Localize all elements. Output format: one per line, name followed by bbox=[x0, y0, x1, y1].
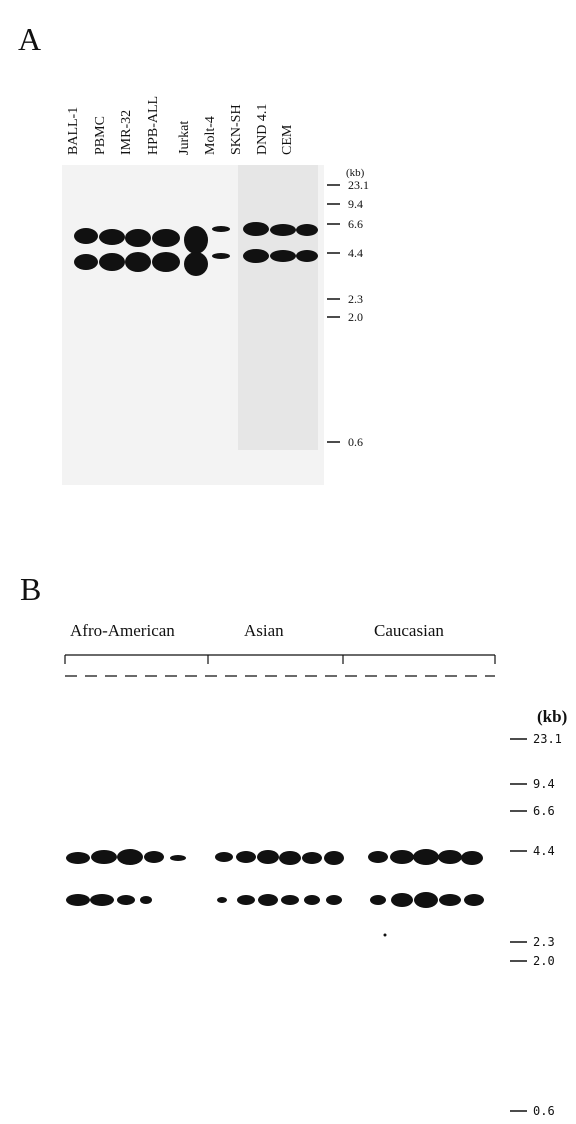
band bbox=[257, 850, 279, 864]
marker-label: 4.4 bbox=[348, 246, 363, 260]
band bbox=[90, 894, 114, 906]
band bbox=[304, 895, 320, 905]
speck bbox=[384, 934, 387, 937]
lane-label: BALL-1 bbox=[66, 107, 81, 155]
band bbox=[125, 229, 151, 247]
marker-label: 6.6 bbox=[533, 804, 555, 818]
marker-label: 23.1 bbox=[348, 178, 369, 192]
marker-label: 2.3 bbox=[348, 292, 363, 306]
band bbox=[368, 851, 388, 863]
band bbox=[270, 224, 296, 236]
group-label: Asian bbox=[244, 621, 284, 640]
band bbox=[152, 252, 180, 272]
band bbox=[296, 250, 318, 262]
band bbox=[212, 226, 230, 232]
band bbox=[237, 895, 255, 905]
band bbox=[326, 895, 342, 905]
group-label: Caucasian bbox=[374, 621, 444, 640]
band bbox=[324, 851, 344, 865]
marker-label: 2.0 bbox=[533, 954, 555, 968]
band bbox=[439, 894, 461, 906]
band bbox=[391, 893, 413, 907]
band bbox=[117, 895, 135, 905]
band bbox=[279, 851, 301, 865]
band bbox=[215, 852, 233, 862]
unit-label: (kb) bbox=[537, 707, 567, 726]
band bbox=[414, 892, 438, 908]
marker-label: 0.6 bbox=[533, 1104, 555, 1118]
lane-label: PBMC bbox=[93, 116, 108, 155]
band bbox=[74, 254, 98, 270]
band bbox=[302, 852, 322, 864]
lane-label: IMR-32 bbox=[119, 110, 134, 155]
lane-label: CEM bbox=[280, 124, 295, 155]
figure: A BALL-1 PBMC IMR-32 HPB-ALL Jurkat Molt-4 SKN… bbox=[0, 0, 576, 1124]
band bbox=[140, 896, 152, 904]
band bbox=[270, 250, 296, 262]
marker-label: 2.3 bbox=[533, 935, 555, 949]
band bbox=[438, 850, 462, 864]
band bbox=[243, 222, 269, 236]
band bbox=[464, 894, 484, 906]
band bbox=[296, 224, 318, 236]
lane-label: DND 4.1 bbox=[255, 104, 270, 155]
band bbox=[281, 895, 299, 905]
band bbox=[152, 229, 180, 247]
marker-label: 9.4 bbox=[533, 777, 555, 791]
group-label: Afro-American bbox=[70, 621, 175, 640]
band bbox=[170, 855, 186, 861]
band bbox=[236, 851, 256, 863]
band bbox=[99, 253, 125, 271]
marker-label: 2.0 bbox=[348, 310, 363, 324]
band bbox=[413, 849, 439, 865]
panel-label: B bbox=[20, 571, 41, 607]
marker-label: 6.6 bbox=[348, 217, 363, 231]
band bbox=[217, 897, 227, 903]
lane-label: Jurkat bbox=[177, 121, 192, 155]
gel-smear bbox=[238, 165, 318, 450]
marker-label: 4.4 bbox=[533, 844, 555, 858]
band bbox=[66, 894, 90, 906]
band bbox=[91, 850, 117, 864]
band bbox=[144, 851, 164, 863]
band bbox=[258, 894, 278, 906]
band bbox=[184, 252, 208, 276]
band bbox=[243, 249, 269, 263]
lane-label: SKN-SH bbox=[229, 104, 244, 155]
band bbox=[125, 252, 151, 272]
marker-label: 9.4 bbox=[348, 197, 363, 211]
band bbox=[212, 253, 230, 259]
marker-label: 0.6 bbox=[348, 435, 363, 449]
band bbox=[370, 895, 386, 905]
lane-label: HPB-ALL bbox=[146, 96, 161, 155]
band bbox=[99, 229, 125, 245]
band bbox=[390, 850, 414, 864]
band bbox=[184, 226, 208, 254]
band bbox=[74, 228, 98, 244]
band bbox=[461, 851, 483, 865]
lane-label: Molt-4 bbox=[203, 116, 218, 155]
panel-label: A bbox=[18, 21, 41, 57]
band bbox=[117, 849, 143, 865]
band bbox=[66, 852, 90, 864]
marker-label: 23.1 bbox=[533, 732, 562, 746]
